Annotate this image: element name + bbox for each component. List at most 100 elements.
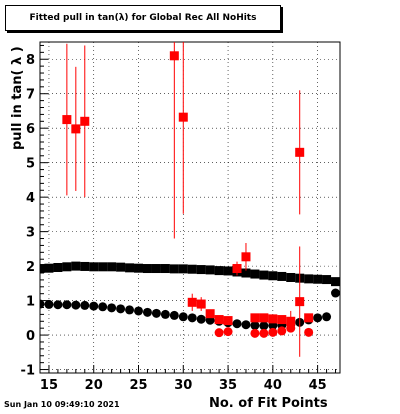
- data-point: [214, 315, 224, 325]
- data-point: [80, 261, 90, 271]
- data-point: [295, 147, 305, 157]
- data-point: [232, 264, 242, 274]
- x-axis-label: No. of Fit Points: [209, 396, 328, 411]
- data-point: [40, 299, 45, 309]
- y-tick-label: 8: [26, 53, 35, 68]
- data-point: [241, 252, 251, 262]
- y-tick-label: -1: [21, 364, 35, 379]
- data-point: [250, 328, 260, 338]
- x-tick-label: 35: [219, 378, 237, 393]
- data-point: [71, 300, 81, 310]
- data-point: [62, 300, 72, 310]
- data-point: [89, 301, 99, 311]
- data-point: [53, 300, 63, 310]
- data-point: [313, 313, 323, 323]
- data-point: [44, 263, 54, 273]
- data-point: [116, 304, 126, 314]
- x-tick-label: 20: [85, 378, 103, 393]
- data-point: [98, 302, 108, 312]
- data-point: [125, 263, 135, 273]
- data-point: [142, 307, 152, 317]
- data-point: [151, 308, 161, 318]
- data-point: [214, 328, 224, 338]
- data-point: [196, 299, 206, 309]
- data-point: [259, 313, 269, 323]
- data-point: [286, 316, 296, 326]
- data-point: [259, 321, 269, 331]
- data-point: [178, 264, 188, 274]
- data-point: [160, 309, 170, 319]
- data-point: [259, 328, 269, 338]
- data-point: [277, 326, 287, 336]
- data-point: [107, 262, 117, 272]
- data-point: [187, 264, 197, 274]
- data-point: [107, 303, 117, 313]
- data-point: [304, 327, 314, 337]
- data-point: [178, 112, 188, 122]
- data-point: [196, 265, 206, 275]
- y-tick-label: 5: [26, 157, 35, 172]
- data-point: [116, 262, 126, 272]
- data-point: [151, 264, 161, 274]
- x-tick-label: 45: [309, 378, 327, 393]
- data-point: [223, 266, 233, 276]
- data-point: [187, 313, 197, 323]
- data-point: [286, 272, 296, 282]
- data-point: [169, 310, 179, 320]
- data-point: [142, 264, 152, 274]
- data-point: [205, 265, 215, 275]
- y-axis-label: pull in tan( λ ): [10, 46, 25, 150]
- x-tick-label: 15: [40, 378, 58, 393]
- x-tick-label: 25: [129, 378, 147, 393]
- data-point: [71, 261, 81, 271]
- data-point: [286, 323, 296, 333]
- data-point: [98, 262, 108, 272]
- data-point: [187, 297, 197, 307]
- data-point: [304, 274, 314, 284]
- x-tick-label: 40: [264, 378, 282, 393]
- chart-title-box: Fitted pull in tan(λ) for Global Rec All…: [5, 5, 281, 31]
- data-point: [44, 299, 54, 309]
- data-point: [331, 288, 340, 298]
- data-point: [169, 264, 179, 274]
- data-point: [250, 269, 260, 279]
- data-point: [214, 266, 224, 276]
- data-point: [80, 300, 90, 310]
- y-tick-label: 3: [26, 226, 35, 241]
- data-point: [268, 271, 278, 281]
- data-point: [331, 277, 340, 287]
- data-point: [62, 262, 72, 272]
- data-point: [295, 297, 305, 307]
- data-point: [40, 264, 45, 274]
- data-point: [178, 312, 188, 322]
- data-point: [322, 275, 332, 285]
- data-point: [304, 313, 314, 323]
- data-point: [268, 327, 278, 337]
- chart-title: Fitted pull in tan(λ) for Global Rec All…: [29, 13, 257, 23]
- y-tick-label: 7: [26, 88, 35, 103]
- data-point: [268, 314, 278, 324]
- x-tick-label: 30: [174, 378, 192, 393]
- data-point: [223, 316, 233, 326]
- data-point: [80, 116, 90, 126]
- data-point: [53, 262, 63, 272]
- y-tick-label: 0: [26, 329, 35, 344]
- data-point: [71, 124, 81, 134]
- data-point: [89, 262, 99, 272]
- data-point: [241, 320, 251, 330]
- y-tick-label: 6: [26, 122, 35, 137]
- y-tick-label: 1: [26, 295, 35, 310]
- data-point: [62, 115, 72, 125]
- data-point: [205, 309, 215, 319]
- data-point: [250, 320, 260, 330]
- datestamp: Sun Jan 10 09:49:10 2021: [4, 400, 120, 409]
- data-point: [232, 319, 242, 329]
- data-point: [259, 270, 269, 280]
- y-tick-label: 4: [26, 191, 35, 206]
- data-point: [196, 314, 206, 324]
- data-point: [322, 312, 332, 322]
- data-point: [160, 264, 170, 274]
- y-tick-label: 2: [26, 260, 35, 275]
- data-point: [277, 315, 287, 325]
